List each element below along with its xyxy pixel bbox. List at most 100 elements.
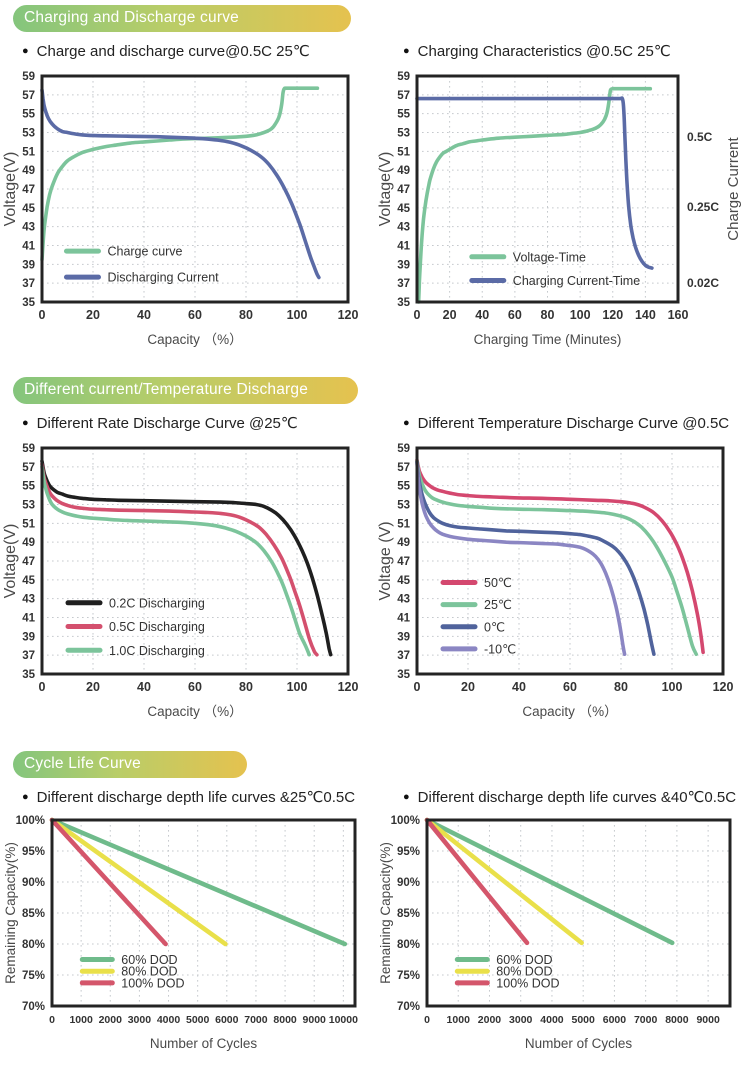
svg-text:45: 45 xyxy=(397,203,410,215)
bullet-icon: ● xyxy=(403,416,410,429)
section-header-label: Different current/Temperature Discharge … xyxy=(24,381,309,424)
svg-text:35: 35 xyxy=(22,297,35,309)
svg-text:43: 43 xyxy=(22,222,35,234)
svg-text:Capacity （%）: Capacity （%） xyxy=(147,332,242,347)
svg-text:0.2C Discharging: 0.2C Discharging xyxy=(109,596,205,610)
svg-text:20: 20 xyxy=(443,308,457,322)
svg-text:80: 80 xyxy=(239,680,253,694)
svg-text:59: 59 xyxy=(22,71,35,83)
svg-text:60% DOD: 60% DOD xyxy=(121,953,177,967)
svg-text:120: 120 xyxy=(338,308,359,322)
svg-text:160: 160 xyxy=(668,308,689,322)
svg-text:90%: 90% xyxy=(22,877,45,889)
svg-text:Charging Time (Minutes): Charging Time (Minutes) xyxy=(474,332,622,347)
svg-text:Capacity （%）: Capacity （%） xyxy=(522,704,617,719)
svg-text:7000: 7000 xyxy=(244,1014,268,1026)
chart-title-label: Different Rate Discharge Curve @25℃ xyxy=(36,415,298,432)
svg-text:49: 49 xyxy=(22,537,35,549)
chart-block-charge-discharge: ● Charge and discharge curve@0.5C 25℃ 0 2… xyxy=(0,32,375,364)
charts-row-3: ● Different discharge depth life curves … xyxy=(0,778,750,1068)
chart-title: ● Charging Characteristics @0.5C 25℃ xyxy=(403,38,750,64)
svg-text:Charge curve: Charge curve xyxy=(107,245,182,259)
svg-text:Remaining Capacity(%): Remaining Capacity(%) xyxy=(3,842,18,984)
svg-text:51: 51 xyxy=(397,146,410,158)
section-header-pill: Cycle Life Curve xyxy=(13,751,247,778)
svg-text:57: 57 xyxy=(397,90,410,102)
svg-text:0: 0 xyxy=(39,680,46,694)
chart-block-temperature-discharge: ● Different Temperature Discharge Curve … xyxy=(375,404,750,738)
svg-text:37: 37 xyxy=(397,650,410,662)
bullet-icon: ● xyxy=(22,44,29,57)
chart-block-charging-characteristics: ● Charging Characteristics @0.5C 25℃ 0 20… xyxy=(375,32,750,364)
section-header-pill: Charging and Discharge curve xyxy=(13,5,351,32)
svg-text:0.5C Discharging: 0.5C Discharging xyxy=(109,620,205,634)
svg-text:Remaining Capacity(%): Remaining Capacity(%) xyxy=(378,842,393,984)
charts-row-2: ● Different Rate Discharge Curve @25℃ 0 2… xyxy=(0,404,750,738)
svg-text:55: 55 xyxy=(22,109,35,121)
svg-text:45: 45 xyxy=(397,575,410,587)
svg-text:Charging Current-Time: Charging Current-Time xyxy=(513,274,640,288)
svg-text:Voltage(V): Voltage(V) xyxy=(377,152,394,227)
svg-text:60: 60 xyxy=(508,308,522,322)
svg-text:40: 40 xyxy=(475,308,489,322)
cycle-life-25c-chart: 0 1000 2000 3000 4000 5000 6000 7000 8000 9000 100… xyxy=(3,815,358,1051)
charts-row-1: ● Charge and discharge curve@0.5C 25℃ 0 2… xyxy=(0,32,750,364)
svg-text:1000: 1000 xyxy=(69,1014,93,1026)
svg-text:100% DOD: 100% DOD xyxy=(121,976,184,990)
svg-text:51: 51 xyxy=(397,518,410,530)
svg-text:49: 49 xyxy=(397,165,410,177)
svg-text:120: 120 xyxy=(602,308,623,322)
chart-title-label: Charging Characteristics @0.5C 25℃ xyxy=(417,43,671,60)
svg-text:60: 60 xyxy=(188,680,202,694)
svg-text:1000: 1000 xyxy=(447,1014,471,1026)
svg-text:37: 37 xyxy=(397,278,410,290)
svg-text:39: 39 xyxy=(397,259,410,271)
chart-title-label: Different discharge depth life curves &4… xyxy=(417,789,737,806)
svg-text:25℃: 25℃ xyxy=(484,598,512,612)
svg-text:51: 51 xyxy=(22,146,35,158)
svg-text:95%: 95% xyxy=(22,846,45,858)
svg-text:45: 45 xyxy=(22,203,35,215)
bullet-icon: ● xyxy=(22,790,29,803)
svg-text:40: 40 xyxy=(137,308,151,322)
svg-text:9000: 9000 xyxy=(303,1014,327,1026)
svg-text:35: 35 xyxy=(22,669,35,681)
svg-text:85%: 85% xyxy=(397,908,420,920)
svg-text:0: 0 xyxy=(424,1014,430,1026)
charge-discharge-curve-chart: 0 20 40 60 80 100 120 35 37 39 41 43 45 47 49 51 53 55 57 5… xyxy=(2,71,359,347)
svg-text:47: 47 xyxy=(22,556,35,568)
section-header-label: Charging and Discharge curve xyxy=(24,9,239,26)
charging-characteristics-chart: 0 20 40 60 80 100 120 140 160 35 37 39 41 43 45 47 49 51 5… xyxy=(377,71,742,347)
svg-text:41: 41 xyxy=(397,241,410,253)
svg-text:80%: 80% xyxy=(22,939,45,951)
svg-text:41: 41 xyxy=(397,613,410,625)
svg-text:80: 80 xyxy=(614,680,628,694)
section-header-pill: Different current/Temperature Discharge … xyxy=(13,377,358,424)
svg-text:40: 40 xyxy=(512,680,526,694)
svg-text:5000: 5000 xyxy=(572,1014,596,1026)
svg-text:100%: 100% xyxy=(16,815,45,827)
svg-text:0: 0 xyxy=(39,308,46,322)
svg-text:47: 47 xyxy=(22,184,35,196)
svg-text:43: 43 xyxy=(22,594,35,606)
svg-text:55: 55 xyxy=(397,109,410,121)
temperature-discharge-curve-chart: 0 20 40 60 80 100 120 35 37 39 41 43 45 47 49 51 53 55 57 5… xyxy=(377,443,733,719)
svg-text:0℃: 0℃ xyxy=(484,620,505,634)
svg-text:140: 140 xyxy=(635,308,656,322)
svg-text:75%: 75% xyxy=(397,970,420,982)
chart-title-label: Different discharge depth life curves &2… xyxy=(36,789,356,806)
svg-text:37: 37 xyxy=(22,278,35,290)
svg-text:90%: 90% xyxy=(397,877,420,889)
svg-text:100% DOD: 100% DOD xyxy=(496,976,559,990)
svg-text:57: 57 xyxy=(397,462,410,474)
chart-title-label: Different Temperature Discharge Curve @0… xyxy=(417,414,730,432)
chart-block-cycle-life-25c: ● Different discharge depth life curves … xyxy=(0,778,375,1068)
svg-text:39: 39 xyxy=(397,631,410,643)
svg-text:1.0C Discharging: 1.0C Discharging xyxy=(109,644,205,658)
svg-text:100%: 100% xyxy=(391,815,420,827)
svg-text:39: 39 xyxy=(22,631,35,643)
svg-text:120: 120 xyxy=(338,680,359,694)
svg-text:100: 100 xyxy=(662,680,683,694)
svg-text:0: 0 xyxy=(414,308,421,322)
svg-text:Charge Current: Charge Current xyxy=(725,136,742,240)
